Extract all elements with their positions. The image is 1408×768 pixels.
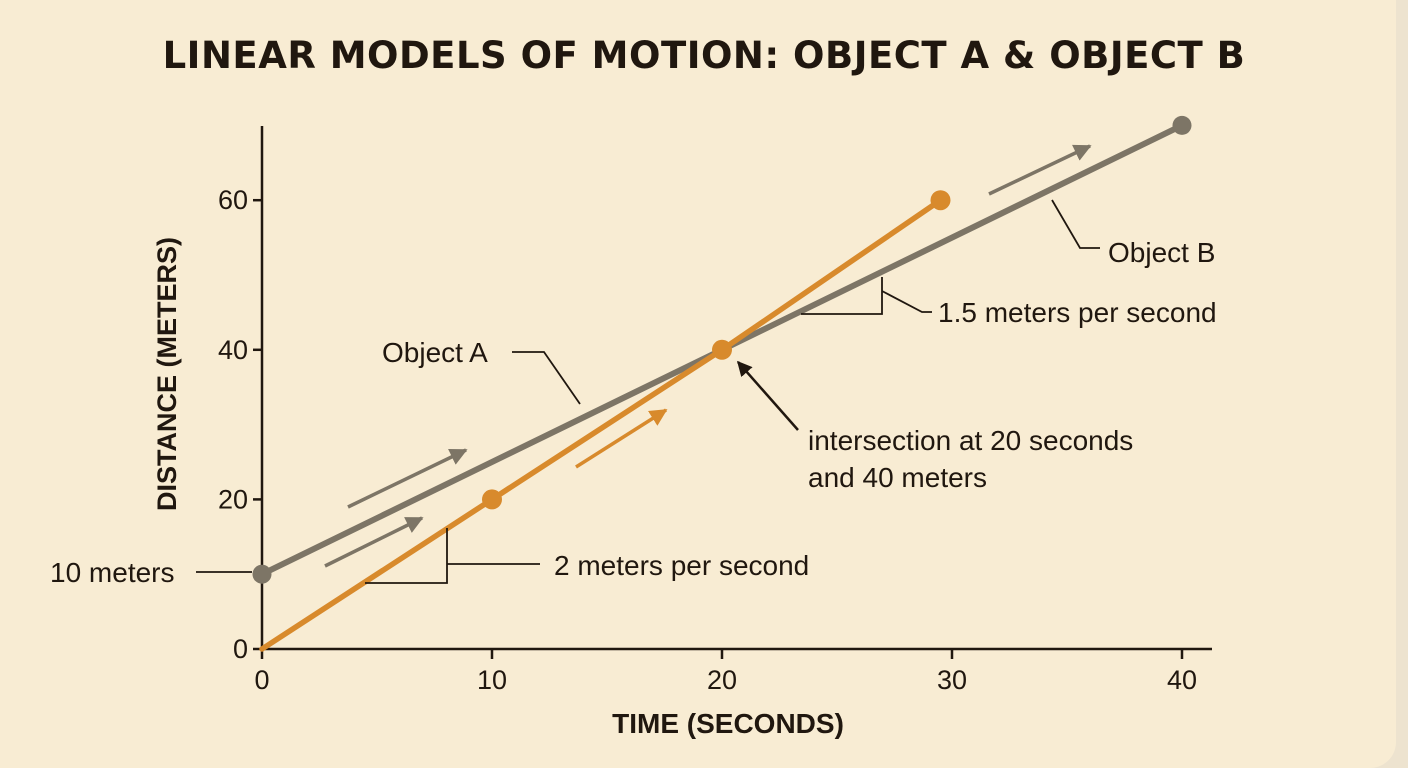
object-b-direction-arrow [988, 144, 1092, 196]
intersection-label-line1: intersection at 20 seconds [808, 425, 1133, 456]
x-tick-label: 10 [477, 665, 507, 695]
object-b-label: Object B [1108, 237, 1215, 268]
object-a-direction-arrow [575, 408, 668, 469]
object-b-point [252, 564, 272, 584]
x-ticks: 0 10 20 30 40 [254, 649, 1197, 695]
object-a-leader [512, 351, 581, 405]
y-tick-label: 40 [218, 335, 248, 365]
start-b-label: 10 meters [50, 557, 175, 588]
intersection-arrow [737, 360, 799, 431]
intersection-label-line2: and 40 meters [808, 462, 987, 493]
object-a-direction-arrow [324, 516, 424, 568]
slope-b-leader [881, 290, 932, 313]
object-a-point [930, 190, 951, 211]
y-tick-label: 60 [218, 185, 248, 215]
y-tick-label: 0 [233, 634, 248, 664]
object-b-direction-arrow [347, 448, 468, 509]
y-tick-label: 20 [218, 484, 248, 514]
series-markers [252, 115, 1192, 584]
slope-b-label: 1.5 meters per second [938, 297, 1217, 328]
object-a-point [482, 489, 502, 510]
y-axis-label: DISTANCE (METERS) [152, 237, 182, 511]
series-object-a-line [259, 197, 944, 652]
x-tick-label: 40 [1167, 665, 1197, 695]
x-axis-label: TIME (SECONDS) [612, 708, 844, 739]
object-a-label: Object A [382, 337, 488, 368]
object-b-point [1172, 115, 1192, 135]
object-a-point [712, 339, 732, 360]
chart-title: LINEAR MODELS OF MOTION: OBJECT A & OBJE… [162, 34, 1246, 77]
x-tick-label: 0 [254, 665, 269, 695]
slope-a-label: 2 meters per second [554, 550, 809, 581]
x-tick-label: 30 [937, 665, 967, 695]
slope-b-bracket [801, 277, 883, 315]
slope-a-bracket [365, 528, 448, 584]
x-tick-label: 20 [707, 665, 737, 695]
y-ticks: 0 20 40 60 [218, 185, 262, 664]
object-b-leader [1051, 199, 1100, 249]
